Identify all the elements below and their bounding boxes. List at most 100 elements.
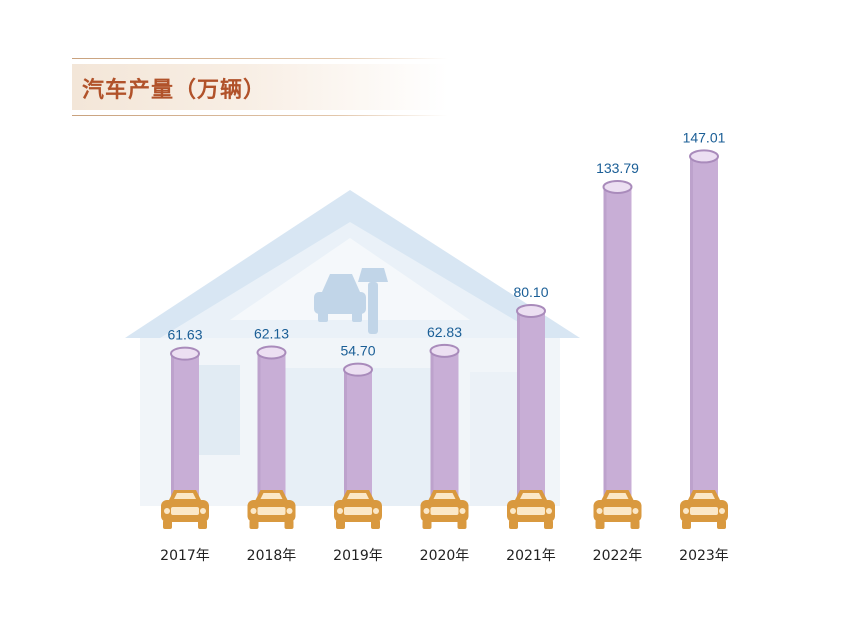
bar-shade: [603, 186, 607, 496]
car-icon: [314, 274, 366, 322]
value-label: 80.10: [513, 284, 548, 300]
car-grille: [257, 507, 286, 515]
bar-cap: [516, 303, 546, 318]
bar-cap: [343, 362, 373, 377]
category-label: 2021年: [506, 548, 556, 564]
car-wheel: [509, 520, 518, 529]
title-banner: 汽车产量（万辆）: [72, 58, 448, 116]
car-window: [347, 493, 369, 499]
car-wheel: [249, 520, 259, 529]
bar: [344, 369, 372, 496]
car-grille: [603, 507, 632, 515]
bar-shade: [430, 350, 434, 496]
car-window: [433, 493, 456, 499]
bar: [171, 353, 199, 496]
car-icon: [161, 490, 209, 529]
bar-cap: [256, 345, 287, 360]
bar-cap: [429, 343, 460, 358]
category-label: 2022年: [593, 548, 643, 564]
category-label: 2017年: [160, 548, 210, 564]
bar-group: 80.10 2021年: [506, 284, 556, 564]
bar-group: 54.70 2019年: [333, 343, 383, 564]
car-window: [693, 493, 715, 499]
bar-shade: [517, 310, 520, 496]
car-light: [632, 508, 639, 514]
car-light: [546, 508, 552, 514]
value-label: 61.63: [167, 327, 202, 343]
value-label: 62.83: [427, 324, 462, 340]
car-icon: [593, 490, 642, 529]
car-light: [683, 508, 689, 514]
category-label: 2018年: [247, 548, 297, 564]
car-icon: [420, 490, 469, 529]
car-light: [286, 508, 293, 514]
car-wheel: [371, 520, 380, 529]
value-label: 133.79: [596, 160, 639, 176]
bar: [430, 350, 459, 496]
bar-group: 62.83 2020年: [420, 324, 470, 564]
car-window: [174, 493, 196, 499]
bar-shade: [171, 353, 174, 496]
category-label: 2023年: [679, 548, 729, 564]
car-light: [596, 508, 603, 514]
car-light: [423, 508, 430, 514]
bar-group: 62.13 2018年: [247, 325, 297, 564]
bars-layer: 61.63 2017年 62.13 2018年 54.70 2019年 62.83 2020年…: [160, 129, 729, 564]
bar-cap: [602, 179, 633, 194]
car-wheel: [457, 520, 467, 529]
chart-title: 汽车产量（万辆）: [82, 78, 267, 103]
car-wheel: [595, 520, 605, 529]
car-light: [250, 508, 257, 514]
bar: [257, 352, 286, 496]
wrench-icon: [358, 268, 388, 334]
value-label: 54.70: [340, 343, 375, 359]
bar-shade: [257, 352, 261, 496]
bar: [690, 156, 718, 496]
car-light: [510, 508, 516, 514]
bar-group: 61.63 2017年: [160, 327, 210, 564]
car-icon: [334, 490, 382, 529]
car-wheel: [717, 520, 726, 529]
title-rule-bottom: [72, 115, 448, 116]
car-wheel: [284, 520, 294, 529]
car-light: [200, 508, 206, 514]
car-wheel: [163, 520, 172, 529]
car-grille: [517, 507, 545, 515]
bar: [517, 310, 545, 496]
car-grille: [171, 507, 199, 515]
bar: [603, 186, 632, 496]
car-icon: [507, 490, 555, 529]
car-light: [373, 508, 379, 514]
bar-group: 147.01 2023年: [679, 129, 729, 564]
car-light: [164, 508, 170, 514]
car-wheel: [544, 520, 553, 529]
bar-group: 133.79 2022年: [593, 160, 643, 564]
title-band: [72, 64, 448, 110]
car-light: [337, 508, 343, 514]
car-wheel: [198, 520, 207, 529]
car-window: [520, 493, 542, 499]
car-grille: [430, 507, 459, 515]
car-icon: [680, 490, 728, 529]
car-wheel: [682, 520, 691, 529]
value-label: 62.13: [254, 325, 289, 341]
car-grille: [344, 507, 372, 515]
car-grille: [690, 507, 718, 515]
category-label: 2020年: [420, 548, 470, 564]
bar-cap: [170, 346, 200, 361]
bar-shade: [344, 369, 347, 496]
car-window: [260, 493, 283, 499]
car-wheel: [422, 520, 432, 529]
car-icon: [247, 490, 296, 529]
value-label: 147.01: [683, 129, 726, 145]
car-wheel: [630, 520, 640, 529]
bar-cap: [689, 149, 719, 164]
car-wheel: [336, 520, 345, 529]
title-rule-top: [72, 58, 448, 59]
car-light: [719, 508, 725, 514]
car-light: [459, 508, 466, 514]
category-label: 2019年: [333, 548, 383, 564]
car-window: [606, 493, 629, 499]
